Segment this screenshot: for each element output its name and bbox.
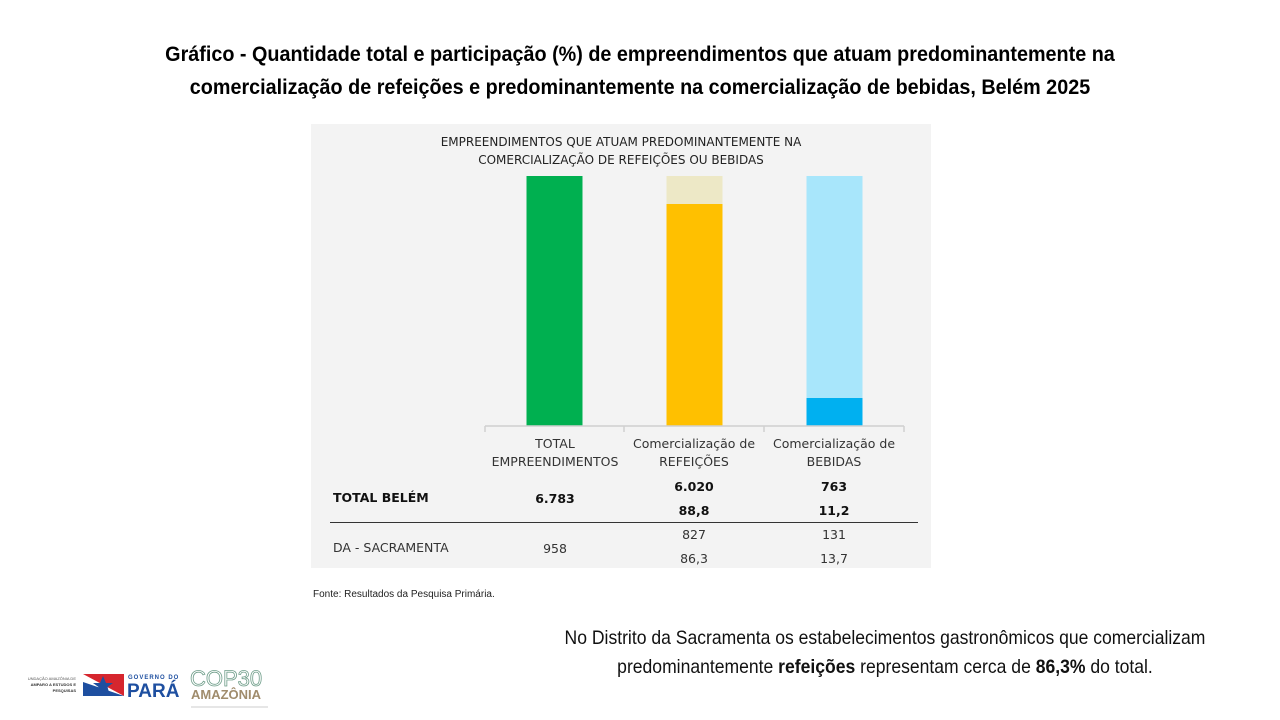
note-bold-refeicoes: refeições <box>778 656 856 678</box>
x-tick-label-line: REFEIÇÕES <box>659 454 729 469</box>
svg-text:PESQUISAS: PESQUISAS <box>53 688 77 693</box>
table-row-label: TOTAL BELÉM <box>333 490 429 505</box>
x-tick-label-total: TOTAL EMPREENDIMENTOS <box>485 435 625 471</box>
logos-image: FUNDAÇÃO AMAZÔNIA DE AMPARO A ESTUDOS E … <box>25 666 268 708</box>
svg-text:PARÁ: PARÁ <box>127 680 180 702</box>
x-tick-label-line: EMPREENDIMENTOS <box>491 454 619 469</box>
summary-note: No Distrito da Sacramenta os estabelecim… <box>543 624 1227 682</box>
note-text: representam cerca de <box>855 656 1036 678</box>
bar-1 <box>666 204 723 426</box>
chart-title-line-2: COMERCIALIZAÇÃO DE REFEIÇÕES OU BEBIDAS <box>478 153 764 167</box>
cop30-logo: COP30 AMAZÔNIA <box>190 666 268 708</box>
x-tick-label-refeicoes: Comercialização de REFEIÇÕES <box>624 435 764 471</box>
table-cell-bebidas: 763 <box>820 479 848 494</box>
note-bold-percent: 86,3% <box>1035 656 1086 678</box>
svg-text:AMAZÔNIA: AMAZÔNIA <box>191 687 262 702</box>
page-title: Gráfico - Quantidade total e participaçã… <box>165 42 1115 99</box>
table-cell-bebidas-pct: 11,2 <box>818 503 850 518</box>
x-tick-label-line: BEBIDAS <box>806 454 862 469</box>
svg-text:AMPARO A ESTUDOS E: AMPARO A ESTUDOS E <box>31 682 77 687</box>
x-tick-label-bebidas: Comercialização de BEBIDAS <box>764 435 904 471</box>
table-cell-bebidas-pct: 13,7 <box>820 551 848 566</box>
chart-source: Fonte: Resultados da Pesquisa Primária. <box>313 589 495 600</box>
table-cell-bebidas: 131 <box>822 527 846 542</box>
x-tick-label-line: TOTAL <box>535 436 575 451</box>
note-text: do total. <box>1085 656 1153 678</box>
table-divider <box>330 522 918 523</box>
svg-text:COP30: COP30 <box>190 666 262 691</box>
x-tick-label-line: Comercialização de <box>632 436 756 451</box>
table-cell-total: 6.783 <box>535 491 575 506</box>
chart-panel: EMPREENDIMENTOS QUE ATUAM PREDOMINANTEME… <box>311 124 931 568</box>
chart-title-line-1: EMPREENDIMENTOS QUE ATUAM PREDOMINANTEME… <box>440 135 802 149</box>
svg-text:GOVERNO DO: GOVERNO DO <box>128 675 179 681</box>
para-flag-icon <box>83 674 124 696</box>
svg-text:FUNDAÇÃO AMAZÔNIA DE: FUNDAÇÃO AMAZÔNIA DE <box>28 676 76 681</box>
table-cell-refeicoes: 6.020 <box>674 479 714 494</box>
bar-0 <box>526 176 583 426</box>
note-text: No Distrito da Sacramenta os estabelecim… <box>564 627 1206 678</box>
table-row-label: DA - SACRAMENTA <box>333 540 449 555</box>
table-cell-refeicoes-pct: 88,8 <box>678 503 710 518</box>
governo-para-logo: GOVERNO DO PARÁ <box>127 675 180 702</box>
bar-plot <box>484 176 905 432</box>
x-tick-label-line: Comercialização de <box>772 436 896 451</box>
fapespa-logo: FUNDAÇÃO AMAZÔNIA DE AMPARO A ESTUDOS E … <box>25 676 77 693</box>
chart-title: EMPREENDIMENTOS QUE ATUAM PREDOMINANTEME… <box>311 133 931 169</box>
footer-logos: FUNDAÇÃO AMAZÔNIA DE AMPARO A ESTUDOS E … <box>25 660 278 712</box>
table-cell-refeicoes: 827 <box>682 527 706 542</box>
bar-2 <box>806 398 863 426</box>
table-cell-total: 958 <box>543 541 567 556</box>
bar-background <box>806 176 863 426</box>
table-cell-refeicoes-pct: 86,3 <box>680 551 708 566</box>
